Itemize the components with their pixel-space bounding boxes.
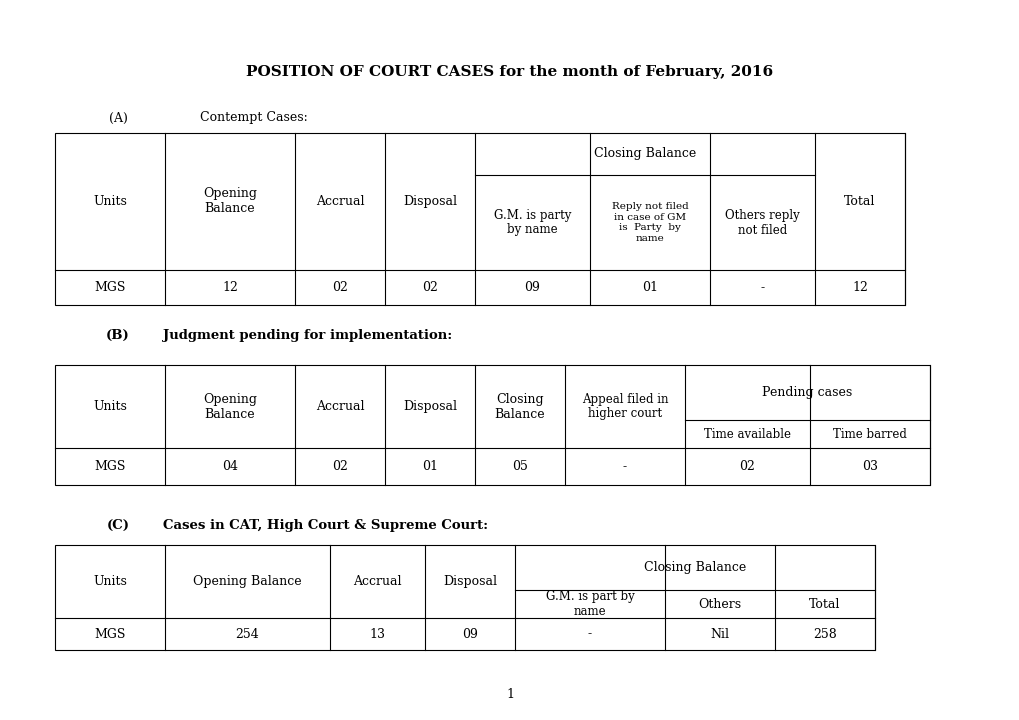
Text: 05: 05: [512, 460, 528, 473]
Text: Accrual: Accrual: [316, 195, 364, 208]
Text: Reply not filed
in case of GM
is  Party  by
name: Reply not filed in case of GM is Party b…: [611, 202, 688, 243]
Text: 12: 12: [851, 281, 867, 294]
Text: MGS: MGS: [94, 281, 125, 294]
Text: Time barred: Time barred: [833, 428, 906, 441]
Text: Contempt Cases:: Contempt Cases:: [200, 112, 308, 125]
Bar: [55, 365, 929, 485]
Text: Accrual: Accrual: [316, 400, 364, 413]
Bar: [55, 545, 874, 650]
Text: Closing
Balance: Closing Balance: [494, 392, 545, 420]
Text: Judgment pending for implementation:: Judgment pending for implementation:: [163, 328, 451, 341]
Text: 12: 12: [222, 281, 237, 294]
Text: G.M. is party
by name: G.M. is party by name: [493, 209, 571, 236]
Text: Disposal: Disposal: [403, 400, 457, 413]
Bar: [55, 133, 904, 305]
Text: 02: 02: [332, 281, 347, 294]
Text: Opening
Balance: Opening Balance: [203, 187, 257, 215]
Text: 258: 258: [812, 628, 836, 641]
Text: 254: 254: [235, 628, 259, 641]
Text: 01: 01: [641, 281, 657, 294]
Text: Appeal filed in
higher court: Appeal filed in higher court: [581, 392, 667, 420]
Text: (C): (C): [106, 518, 129, 531]
Text: Pending cases: Pending cases: [761, 386, 852, 399]
Text: Units: Units: [93, 400, 126, 413]
Text: -: -: [760, 281, 764, 294]
Text: Disposal: Disposal: [442, 575, 496, 588]
Text: 03: 03: [861, 460, 877, 473]
Text: MGS: MGS: [94, 628, 125, 641]
Text: Others: Others: [698, 598, 741, 611]
Text: MGS: MGS: [94, 460, 125, 473]
Text: -: -: [623, 460, 627, 473]
Text: Closing Balance: Closing Balance: [643, 561, 745, 574]
Text: -: -: [587, 628, 591, 641]
Text: (B): (B): [106, 328, 129, 341]
Text: Total: Total: [808, 598, 840, 611]
Text: 02: 02: [332, 460, 347, 473]
Text: Cases in CAT, High Court & Supreme Court:: Cases in CAT, High Court & Supreme Court…: [163, 518, 488, 531]
Text: 1: 1: [505, 688, 514, 701]
Text: 09: 09: [462, 628, 478, 641]
Text: 02: 02: [739, 460, 755, 473]
Text: G.M. is part by
name: G.M. is part by name: [545, 590, 634, 618]
Text: Accrual: Accrual: [353, 575, 401, 588]
Text: Time available: Time available: [703, 428, 790, 441]
Text: Nil: Nil: [710, 628, 729, 641]
Text: 09: 09: [524, 281, 540, 294]
Text: Units: Units: [93, 575, 126, 588]
Text: Others reply
not filed: Others reply not filed: [725, 209, 799, 236]
Text: Opening Balance: Opening Balance: [193, 575, 302, 588]
Text: 04: 04: [222, 460, 237, 473]
Text: POSITION OF COURT CASES for the month of February, 2016: POSITION OF COURT CASES for the month of…: [247, 65, 772, 79]
Text: Closing Balance: Closing Balance: [593, 148, 695, 161]
Text: Units: Units: [93, 195, 126, 208]
Text: Opening
Balance: Opening Balance: [203, 392, 257, 420]
Text: 02: 02: [422, 281, 437, 294]
Text: 01: 01: [422, 460, 437, 473]
Text: (A): (A): [108, 112, 127, 125]
Text: Total: Total: [844, 195, 875, 208]
Text: Disposal: Disposal: [403, 195, 457, 208]
Text: 13: 13: [369, 628, 385, 641]
